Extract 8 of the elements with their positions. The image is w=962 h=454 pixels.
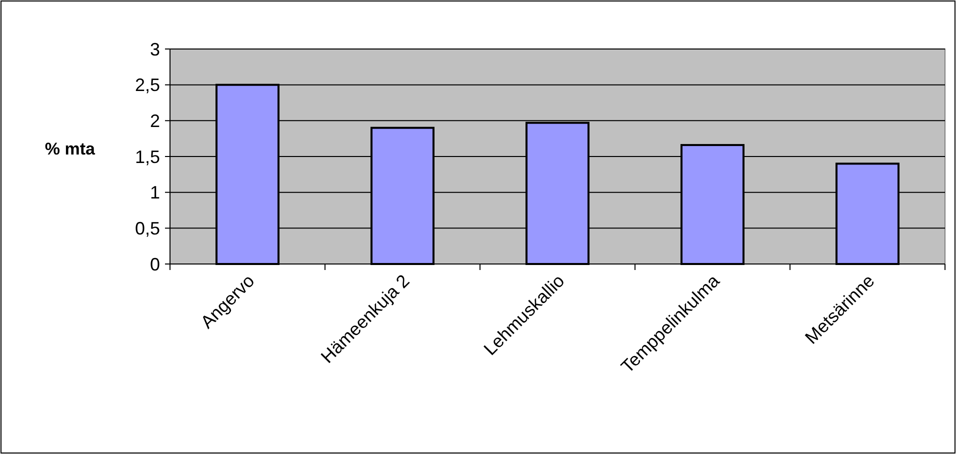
y-tick-label: 0,5 — [134, 218, 160, 238]
y-tick-label: 1,5 — [134, 146, 160, 167]
y-tick-label: 1 — [150, 182, 160, 203]
y-tick-label: 0 — [150, 254, 160, 274]
y-tick-label: 3 — [150, 39, 160, 60]
y-tick-label: 2,5 — [134, 75, 160, 96]
y-tick-label: 2 — [150, 110, 160, 131]
y-axis-title: % mta — [44, 139, 96, 158]
